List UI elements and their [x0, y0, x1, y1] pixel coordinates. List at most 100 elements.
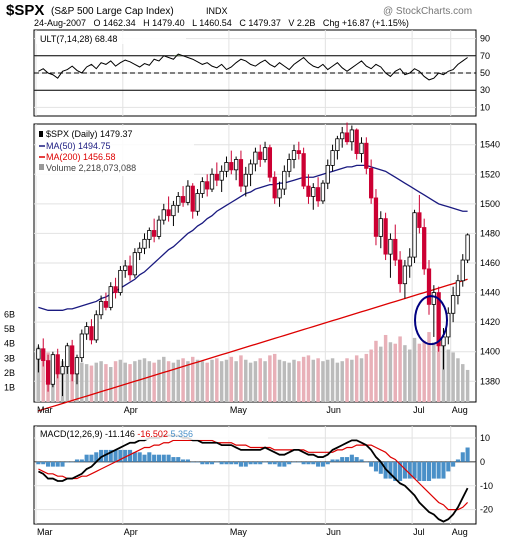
price-tick-label: 1540 [480, 140, 500, 150]
macd-hist-bar [113, 449, 118, 462]
macd-month-label: May [230, 527, 248, 537]
macd-x-axis: Mar Apr May Jun Jul Aug [37, 527, 468, 537]
volume-bar [350, 359, 354, 402]
watermark: @ StockCharts.com [383, 6, 472, 17]
macd-legend-macd: -11.146 [105, 429, 135, 439]
macd-hist-bar [301, 461, 306, 465]
candle-up [277, 188, 282, 199]
ma200-line [38, 278, 468, 412]
ult-tick-label: 30 [480, 85, 490, 95]
ult-tick-label: 90 [480, 34, 490, 44]
volume-bar [465, 369, 470, 402]
price-tick-label: 1460 [480, 258, 500, 268]
macd-hist-bar [118, 449, 123, 462]
macd-month-label: Jun [326, 527, 341, 537]
volume-bar [422, 340, 426, 402]
candle-up [156, 219, 162, 237]
macd-hist-bar [330, 459, 335, 462]
candle-down [190, 185, 195, 212]
volume-bar [118, 359, 123, 402]
candle-down [152, 230, 157, 237]
macd-tick-label: -10 [480, 481, 493, 491]
macd-hist-bar [340, 457, 345, 462]
macd-hist-bar [422, 461, 427, 481]
volume-bar [321, 361, 325, 402]
volume-bar [393, 343, 397, 402]
macd-hist-bar [152, 454, 157, 462]
candle-up [287, 159, 292, 172]
candle-down [306, 185, 311, 197]
price-month-label: Jun [326, 405, 341, 415]
macd-hist-bar [277, 461, 282, 467]
candle-up [171, 204, 176, 217]
volume-bar [379, 346, 383, 402]
price-tick-label: 1420 [480, 317, 500, 327]
volume-bar [94, 362, 99, 402]
candle-down [417, 212, 422, 228]
macd-hist-bar [214, 461, 219, 463]
volume-tick-label: 2B [4, 368, 15, 378]
volume-bar [152, 362, 156, 402]
macd-hist-bar [388, 461, 393, 479]
candle-up [137, 247, 142, 254]
macd-hist-bar [369, 461, 374, 467]
candle-down [55, 354, 60, 375]
macd-hist-bar [195, 461, 200, 463]
candle-down [258, 151, 263, 160]
macd-hist-bar [238, 461, 243, 467]
macd-hist-bar [412, 461, 417, 479]
volume-bar [316, 358, 320, 402]
price-legend-main: $SPX (Daily) 1479.37 [46, 129, 133, 139]
macd-hist-bar [209, 461, 215, 465]
macd-hist-bar [205, 461, 210, 465]
candle-down [296, 150, 301, 154]
candle-up [460, 259, 465, 282]
macd-hist-bar [99, 449, 104, 462]
macd-hist-bar [248, 461, 253, 465]
candle-down [364, 142, 369, 169]
macd-hist-bar [185, 459, 190, 462]
price-y-axis: 1540 1520 1500 1480 1460 1440 1420 1400 1380 [480, 140, 500, 387]
macd-hist-bar [407, 461, 412, 479]
volume-bar [326, 359, 330, 402]
candle-up [219, 170, 224, 181]
macd-hist-bar [171, 457, 176, 462]
macd-hist-bar [378, 461, 383, 474]
volume-bar [224, 359, 229, 402]
macd-hist-bar [127, 449, 133, 462]
volume-bar [166, 361, 171, 402]
volume-bar [200, 361, 205, 402]
candle-up [74, 357, 80, 375]
price-legend-ma50: MA(50) 1494.75 [46, 141, 111, 151]
volume-bar [374, 340, 378, 402]
candle-up [118, 269, 123, 293]
macd-month-label: Aug [452, 527, 468, 537]
candle-up [176, 196, 181, 206]
candle-down [369, 167, 374, 199]
macd-panel [33, 425, 477, 525]
candle-up [108, 286, 113, 308]
macd-hist-bar [79, 459, 84, 462]
candle-down [315, 187, 321, 202]
candle-up [123, 265, 128, 271]
candle-down [205, 181, 210, 190]
volume-bar [263, 361, 267, 402]
volume-bar [301, 356, 306, 402]
volume-bar [248, 362, 253, 402]
candle-down [393, 238, 398, 261]
ult-series [38, 53, 468, 81]
volume-bar [297, 361, 301, 402]
macd-hist-bar [364, 461, 369, 463]
volume-bar [369, 349, 373, 402]
volume-bar [364, 353, 369, 402]
macd-hist-bar [451, 461, 456, 467]
candle-up [94, 314, 99, 341]
volume-bar [176, 359, 180, 402]
chart-exchange: INDX [206, 6, 228, 16]
volume-bar [292, 359, 296, 402]
macd-y-axis: 10 0 -10 -20 [480, 433, 493, 515]
volume-bar [109, 367, 113, 402]
price-month-label: Jul [413, 405, 425, 415]
volume-bar [80, 362, 84, 402]
